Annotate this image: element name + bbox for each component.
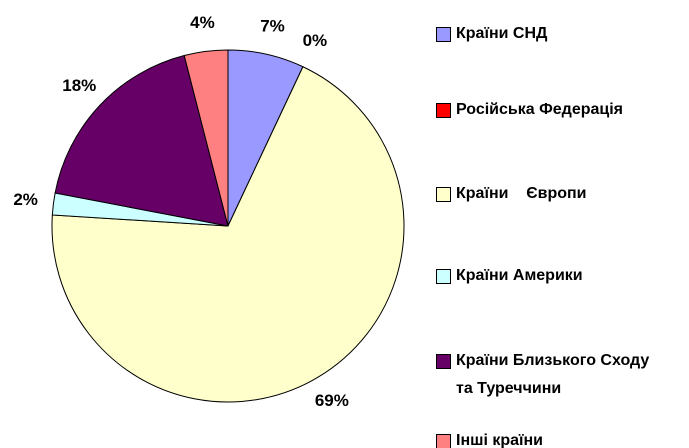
legend-swatch	[436, 434, 451, 448]
data-label: 2%	[13, 190, 38, 209]
legend-swatch	[436, 269, 451, 284]
data-label: 7%	[260, 16, 285, 35]
data-label: 4%	[190, 13, 215, 32]
legend-label: Інші країни	[456, 432, 544, 448]
data-label: 18%	[62, 76, 96, 95]
legend-item: Країни Америки	[436, 262, 656, 290]
data-label: 0%	[303, 31, 328, 50]
legend-swatch	[436, 187, 451, 202]
legend-item: Країни Європи	[436, 180, 656, 208]
legend-label: Країни Близького Сходу та Туреччини	[456, 352, 654, 397]
legend-swatch	[436, 27, 451, 42]
pie-slice	[51, 66, 405, 403]
legend-label: Країни СНД	[456, 25, 548, 42]
legend-swatch	[436, 354, 451, 369]
data-label: 69%	[315, 391, 349, 410]
legend-label: Країни Європи	[456, 185, 587, 202]
pie-slice	[54, 54, 229, 227]
legend-item: Країни Близького Сходу та Туреччини	[436, 347, 656, 403]
legend-item: Країни СНД	[436, 20, 656, 48]
legend-item: Російська Федерація	[436, 96, 656, 124]
legend-label: Країни Америки	[456, 267, 583, 284]
legend-swatch	[436, 103, 451, 118]
pie-slice	[183, 49, 229, 227]
legend-label: Російська Федерація	[456, 101, 623, 118]
legend-item: Інші країни	[436, 427, 656, 448]
